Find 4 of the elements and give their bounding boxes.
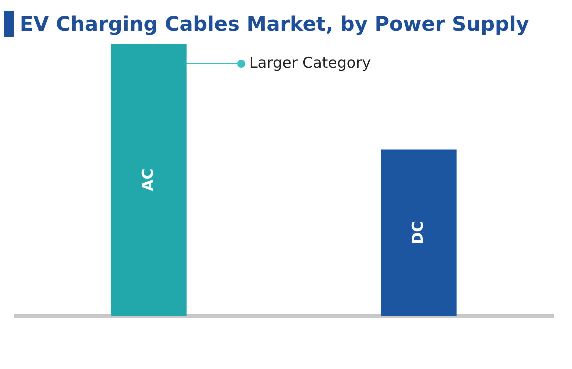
x-tick-label: AC [138, 168, 157, 192]
annotation: Larger Category [250, 54, 372, 72]
chart-title: EV Charging Cables Market, by Power Supply [20, 12, 530, 36]
x-tick-label: DC [408, 221, 427, 245]
